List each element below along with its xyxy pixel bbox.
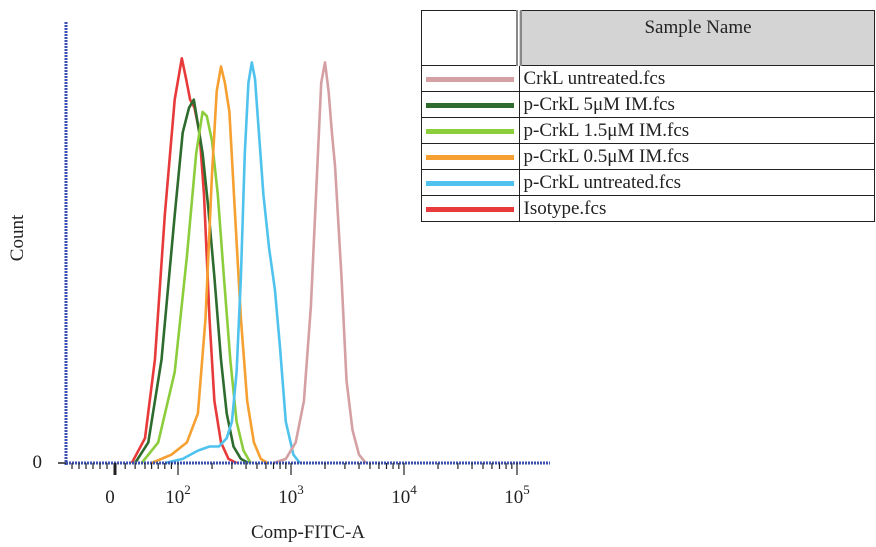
x-axis-label: Comp-FITC-A [251, 522, 365, 543]
legend-swatch [426, 206, 515, 212]
series-line-4 [151, 65, 269, 465]
series-line-5 [164, 61, 301, 465]
x-tick-label-1: 102 [165, 482, 191, 508]
legend-entry: p-CrkL 5μM IM.fcs [421, 91, 875, 118]
legend-table: Sample Name CrkL untreated.fcs p-CrkL 5μM… [421, 10, 875, 222]
legend-entry-label: p-CrkL 5μM IM.fcs [518, 91, 875, 118]
legend-swatch-cell [421, 169, 520, 196]
y-axis-label: Count [7, 214, 28, 261]
legend-swatch-cell [421, 117, 520, 144]
legend-entry-label: CrkL untreated.fcs [518, 65, 875, 92]
legend-entry: p-CrkL untreated.fcs [421, 169, 875, 196]
legend-entry-label: p-CrkL 1.5μM IM.fcs [518, 117, 875, 144]
legend-header-label: Sample Name [516, 10, 875, 66]
legend-swatch [426, 102, 515, 108]
legend: Sample Name CrkL untreated.fcs p-CrkL 5μM… [421, 10, 876, 222]
x-tick-label-2: 103 [278, 482, 304, 508]
series-line-3 [140, 110, 252, 464]
legend-entry: CrkL untreated.fcs [421, 65, 875, 92]
x-tick-label-0: 0 [105, 487, 115, 508]
legend-swatch [426, 76, 515, 82]
legend-entry: Isotype.fcs [421, 195, 875, 222]
legend-swatch-cell [421, 195, 520, 222]
legend-entry-label: p-CrkL untreated.fcs [518, 169, 875, 196]
legend-swatch-cell [421, 91, 520, 118]
legend-swatch [426, 180, 515, 186]
legend-swatch [426, 128, 515, 134]
series-line-1 [130, 57, 238, 465]
legend-entry-label: Isotype.fcs [518, 195, 875, 222]
legend-entry: p-CrkL 0.5μM IM.fcs [421, 143, 875, 170]
legend-swatch-cell [421, 65, 520, 92]
legend-swatch-cell [421, 143, 520, 170]
y-tick-label-0: 0 [33, 452, 43, 473]
x-tick-label-3: 104 [391, 482, 417, 508]
x-tick-label-4: 105 [504, 482, 530, 508]
series-line-6 [273, 61, 367, 465]
legend-entry-label: p-CrkL 0.5μM IM.fcs [518, 143, 875, 170]
legend-header-swatch-cell [421, 10, 520, 66]
legend-swatch [426, 154, 515, 160]
legend-entry: p-CrkL 1.5μM IM.fcs [421, 117, 875, 144]
series-curves [130, 57, 367, 465]
